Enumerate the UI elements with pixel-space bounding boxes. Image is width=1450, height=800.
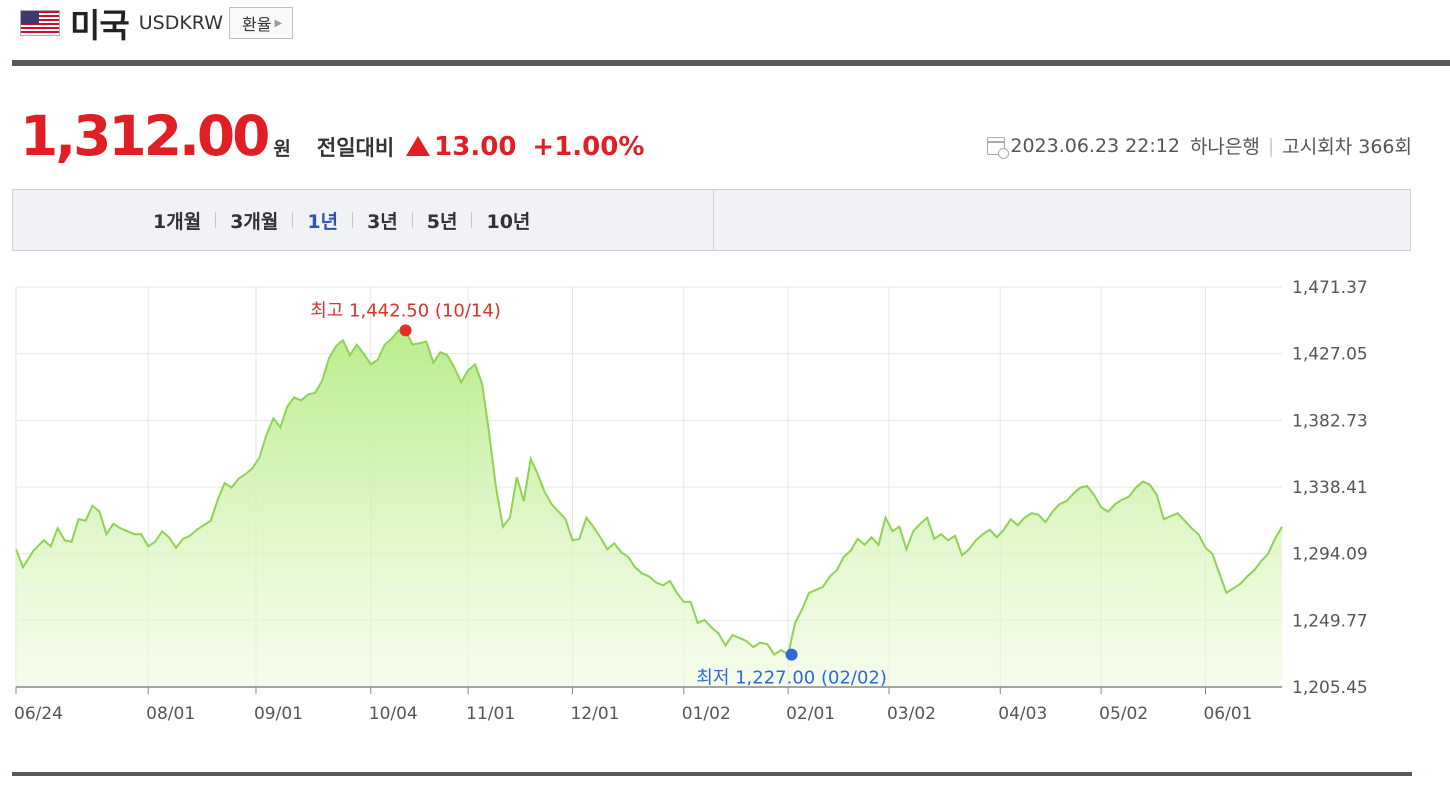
exchange-rate-chart: 06/24 08/01 09/01 10/04 11/01 12/01 01/02 02/01… <box>14 278 1368 724</box>
period-tab-list: 1개월 3개월 1년 3년 5년 10년 <box>153 190 530 250</box>
us-flag-icon <box>20 10 60 36</box>
currency-code: USDKRW <box>138 12 224 34</box>
quote-summary: 1,312.00 원 전일대비 13.00 +1.00% <box>20 104 644 168</box>
current-price: 1,312.00 <box>20 104 270 168</box>
x-axis: 06/24 08/01 09/01 10/04 11/01 12/01 01/02 02/01… <box>14 686 1282 724</box>
notice-round: 고시회차 366회 <box>1282 136 1412 158</box>
low-point-marker <box>785 648 798 661</box>
tab-separator <box>292 212 294 228</box>
high-point-label: 최고 1,442.50 (10/14) <box>310 300 501 321</box>
tab-period[interactable]: 10년 <box>486 210 531 233</box>
price-unit: 원 <box>273 138 291 160</box>
quote-datetime: 2023.06.23 22:12 <box>1010 134 1180 157</box>
y-axis: 1,471.37 1,427.05 1,382.73 1,338.41 1,294.09… <box>1292 278 1368 698</box>
currency-header: 미국 USDKRW 환율 ▶ <box>20 0 294 46</box>
bank-name: 하나은행 <box>1189 136 1260 158</box>
tab-separator <box>411 212 413 228</box>
meta-separator: | <box>1267 134 1275 157</box>
up-triangle-icon <box>406 136 431 156</box>
x-tick-label: 03/02 <box>887 704 936 724</box>
header-divider <box>12 60 1450 66</box>
tab-separator <box>471 212 473 228</box>
tab-period[interactable]: 3개월 <box>230 210 279 233</box>
y-tick-label: 1,427.05 <box>1292 345 1368 365</box>
tab-period[interactable]: 1개월 <box>153 210 202 233</box>
y-tick-label: 1,382.73 <box>1292 411 1368 431</box>
period-tabs: 1개월 3개월 1년 3년 5년 10년 <box>12 189 1411 251</box>
x-tick-label: 12/01 <box>570 704 619 724</box>
series-line <box>15 329 1283 657</box>
x-tick-label: 01/02 <box>682 704 731 724</box>
series-area <box>16 330 1282 687</box>
x-tick-label: 06/24 <box>14 704 63 724</box>
y-tick-label: 1,471.37 <box>1292 278 1368 298</box>
tab-period[interactable]: 3년 <box>367 210 398 233</box>
low-point-label: 최저 1,227.00 (02/02) <box>696 668 887 689</box>
x-tick-label: 09/01 <box>254 704 303 724</box>
tab-separator <box>352 212 354 228</box>
y-tick-label: 1,294.09 <box>1292 545 1368 565</box>
x-tick-label: 08/01 <box>146 704 195 724</box>
tabs-divider <box>713 190 714 250</box>
quote-meta: 2023.06.23 22:12 하나은행 | 고시회차 366회 <box>987 132 1412 159</box>
x-tick-label: 05/02 <box>1099 704 1148 724</box>
exchange-rate-button[interactable]: 환율 ▶ <box>229 7 294 39</box>
extreme-markers: 최고 1,442.50 (10/14) 최저 1,227.00 (02/02) <box>310 300 887 688</box>
footer-divider <box>12 772 1412 776</box>
y-tick-label: 1,249.77 <box>1292 611 1368 631</box>
x-tick-label: 06/01 <box>1203 704 1252 724</box>
price-change-percent: +1.00% <box>532 132 645 162</box>
exchange-rate-button-label: 환율 <box>242 15 272 34</box>
high-point-marker <box>399 324 412 337</box>
y-tick-label: 1,338.41 <box>1292 478 1368 498</box>
x-tick-label: 10/04 <box>369 704 418 724</box>
x-tick-label: 11/01 <box>466 704 515 724</box>
calendar-clock-icon <box>987 136 1010 159</box>
price-change: 13.00 <box>434 132 517 162</box>
tab-separator <box>215 212 217 228</box>
x-tick-label: 04/03 <box>998 704 1047 724</box>
x-tick-label: 02/01 <box>786 704 835 724</box>
tab-period[interactable]: 5년 <box>426 210 458 233</box>
compare-label: 전일대비 <box>316 136 395 160</box>
caret-right-icon: ▶ <box>274 17 283 29</box>
y-tick-label: 1,205.45 <box>1292 678 1368 698</box>
tab-period[interactable]: 1년 <box>307 210 339 233</box>
country-name: 미국 <box>70 6 130 45</box>
